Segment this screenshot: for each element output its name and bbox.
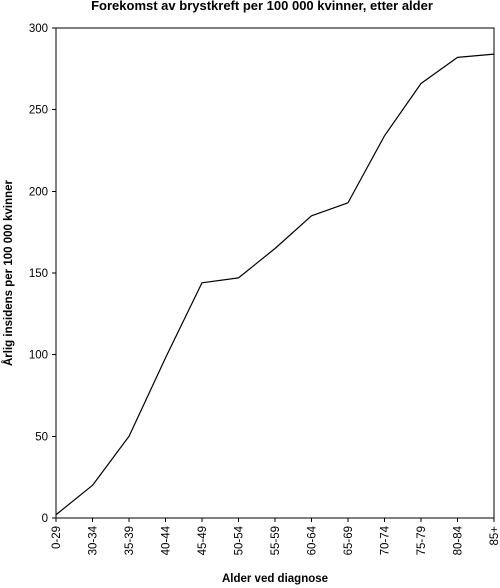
series-line [55, 53, 495, 516]
x-tick-label: 55-59 [270, 526, 282, 555]
series-layer [55, 53, 495, 516]
y-axis: 0 50 100 150 200 250 300 [29, 23, 56, 525]
x-tick-label: 35-39 [124, 526, 136, 555]
x-tick-label: 40-44 [161, 525, 173, 555]
x-tick-label: 80-84 [453, 525, 465, 555]
x-tick-label: 85+ [489, 526, 500, 546]
y-tick-label: 250 [29, 105, 48, 117]
y-tick-label: 100 [29, 350, 48, 362]
x-axis: 0-29 30-34 35-39 40-44 45-49 50-54 55-59 60-64 6… [51, 518, 500, 555]
y-tick-label: 150 [29, 268, 48, 280]
x-tick-label: 75-79 [416, 526, 428, 555]
y-tick-label: 200 [29, 186, 48, 198]
y-tick-label: 50 [35, 431, 48, 443]
x-tick-label: 70-74 [380, 525, 392, 555]
chart-title: Forekomst av brystkreft per 100 000 kvin… [91, 0, 433, 13]
x-tick-label: 0-29 [51, 526, 63, 549]
x-axis-title: Alder ved diagnose [222, 573, 328, 585]
x-tick-label: 65-69 [343, 526, 355, 555]
x-tick-label: 60-64 [307, 525, 319, 555]
x-tick-label: 45-49 [197, 526, 209, 555]
x-tick-label: 50-54 [234, 525, 246, 555]
plot-area [55, 27, 495, 519]
y-tick-label: 300 [29, 23, 48, 35]
y-axis-title: Årlig insidens per 100 000 kvinner [2, 179, 15, 366]
y-tick-label: 0 [42, 513, 48, 525]
x-tick-label: 30-34 [88, 525, 100, 555]
